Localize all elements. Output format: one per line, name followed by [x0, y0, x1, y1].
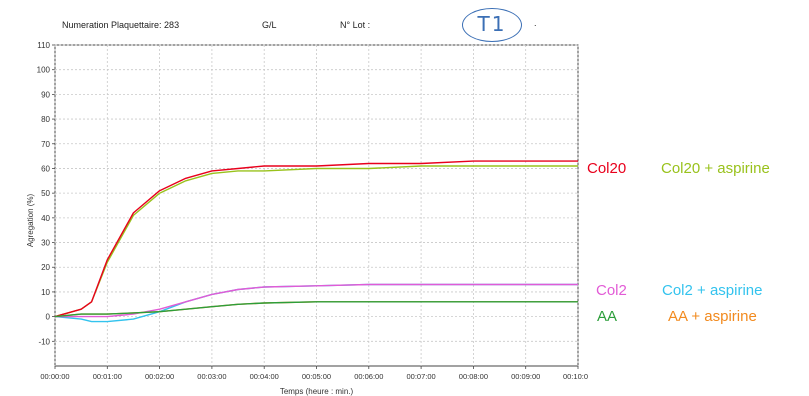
- x-tick-label: 00:03:00: [197, 372, 226, 381]
- series-line-col2: [55, 283, 578, 318]
- x-axis-label: Temps (heure : min.): [280, 387, 354, 396]
- x-tick-label: 00:07:00: [406, 372, 435, 381]
- legend-label-col2-aspirine: Col2 + aspirine: [662, 282, 763, 299]
- chart-header: Numeration Plaquettaire: 283 G/L N° Lot …: [0, 0, 809, 42]
- legend-label-aa: AA: [597, 308, 618, 325]
- handwritten-dot: .: [534, 18, 537, 28]
- y-tick-label: 10: [41, 288, 50, 297]
- y-tick-label: 60: [41, 164, 50, 173]
- y-tick-label: -10: [38, 337, 50, 346]
- legend-label-aa-aspirine: AA + aspirine: [668, 308, 757, 325]
- series-line-col20: [54, 160, 578, 318]
- y-tick-label: 100: [37, 66, 51, 75]
- handwritten-tag: T1: [462, 8, 522, 42]
- x-tick-label: 00:04:00: [250, 372, 279, 381]
- y-tick-label: 90: [41, 90, 50, 99]
- y-tick-label: 30: [41, 239, 50, 248]
- legend-label-col2: Col2: [596, 282, 627, 299]
- x-tick-label: 00:01:00: [93, 372, 122, 381]
- x-tick-label: 00:00:00: [40, 372, 69, 381]
- platelet-count-unit: G/L: [262, 20, 277, 30]
- x-tick-label: 00:06:00: [354, 372, 383, 381]
- y-tick-label: 0: [46, 313, 51, 322]
- platelet-count-label: Numeration Plaquettaire: 283: [62, 20, 180, 30]
- legend-label-col20: Col20: [587, 160, 627, 177]
- x-tick-label: 00:09:00: [511, 372, 540, 381]
- x-tick-label: 00:02:00: [145, 372, 174, 381]
- x-tick-label: 00:08:00: [459, 372, 488, 381]
- y-tick-label: 20: [41, 263, 50, 272]
- lot-number-label: N° Lot :: [340, 20, 371, 30]
- y-tick-label: 50: [41, 189, 50, 198]
- x-tick-label: 00:05:00: [302, 372, 331, 381]
- y-tick-label: 80: [41, 115, 50, 124]
- y-tick-label: 110: [37, 41, 50, 50]
- y-tick-label: 40: [41, 214, 50, 223]
- series-line-aa: [54, 301, 578, 318]
- legend-label-col20-aspirine: Col20 + aspirine: [661, 160, 770, 177]
- y-axis-label: Agregation (%): [26, 193, 35, 247]
- x-tick-label: 00:10:0: [563, 372, 588, 381]
- y-tick-label: 70: [41, 140, 50, 149]
